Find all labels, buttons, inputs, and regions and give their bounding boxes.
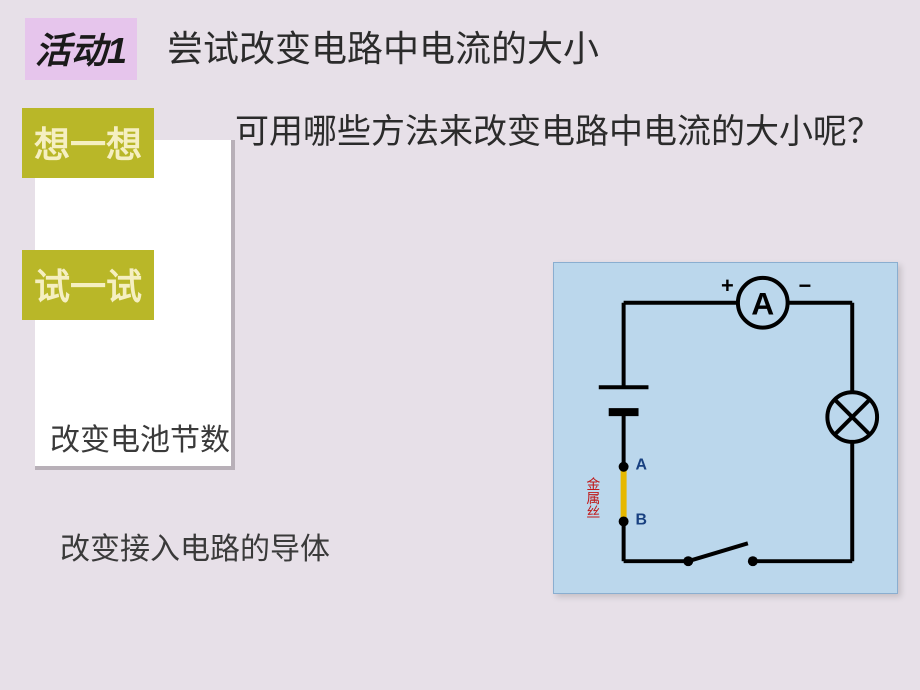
switch-node-right (748, 556, 758, 566)
ammeter-letter: A (751, 286, 774, 322)
ammeter-plus: + (721, 273, 734, 298)
switch-lever (688, 543, 748, 561)
think-question: 可用哪些方法来改变电路中电流的大小呢？ (235, 108, 915, 157)
think-label: 想一想 (22, 108, 154, 178)
node-a-dot (619, 462, 629, 472)
activity-title: 尝试改变电路中电流的大小 (167, 18, 599, 72)
try-label: 试一试 (22, 250, 154, 320)
ammeter-minus: − (799, 273, 812, 298)
node-a-label: A (636, 457, 648, 474)
circuit-diagram: A + − A B 金属丝 (553, 262, 898, 594)
node-b-label: B (636, 511, 647, 528)
node-b-dot (619, 516, 629, 526)
circuit-svg: A + − A B 金属丝 (554, 263, 897, 593)
activity-label: 活动1 (25, 18, 137, 80)
answer-1: 改变电池节数 (50, 415, 230, 459)
answer-2: 改变接入电路的导体 (60, 524, 330, 568)
wire-material-label: 金属丝 (584, 477, 600, 519)
